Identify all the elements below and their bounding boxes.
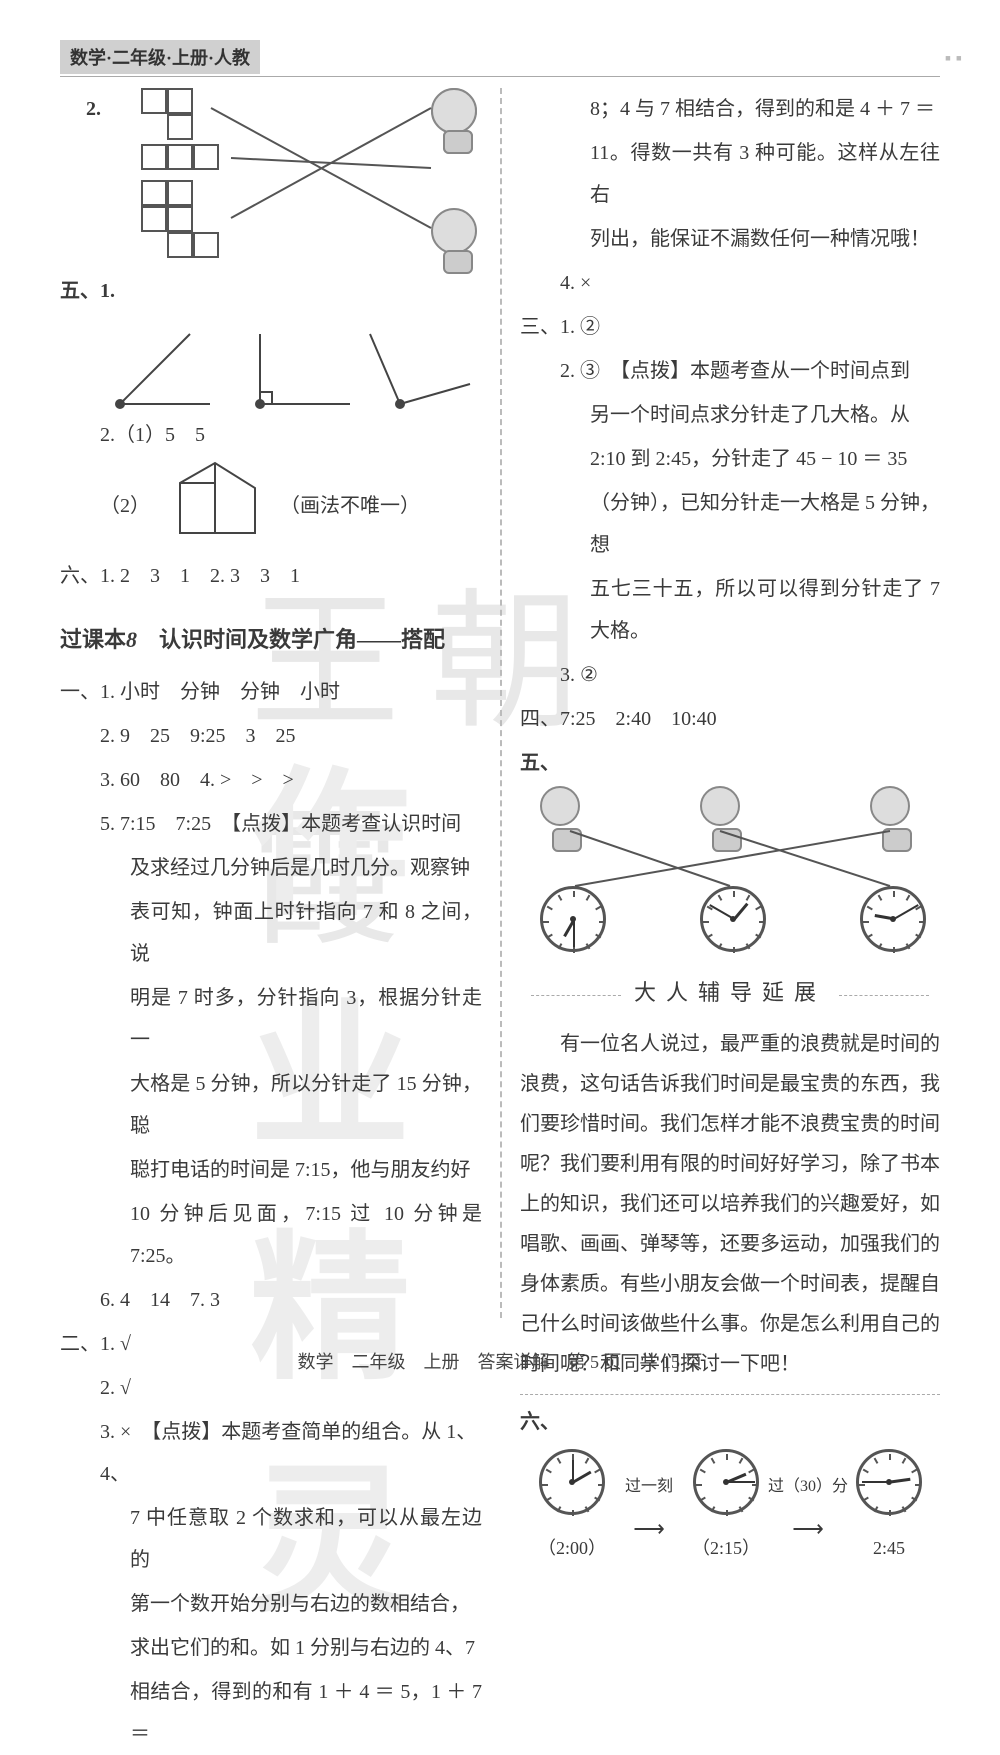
content-columns: 2. [60,88,940,1318]
san-2-line: 2:10 到 2:45，分针走了 45 − 10 ＝ 35 [520,438,940,480]
five-matching-figure [520,786,940,956]
san-1: 三、1. ② [520,306,940,348]
cont-line: 列出，能保证不漏数任何一种情况哦！ [520,218,940,260]
guidance-essay: 有一位名人说过，最严重的浪费就是时间的浪费，这句话告诉我们时间是最宝贵的东西，我… [520,1024,940,1384]
time-label-1: （2:00） [538,1530,606,1568]
time-label-2: （2:15） [692,1530,760,1568]
q2-2-label: （2） [100,485,150,527]
liu-label: 六、 [520,1411,560,1433]
arrow-2-label: 过（30）分 [768,1470,848,1504]
section-6-answers: 六、1. 2 3 1 2. 3 3 1 [60,555,482,597]
left-column: 2. [60,88,500,1318]
clock-icon [693,1449,759,1515]
header-title: 数学·二年级·上册·人教 [60,40,260,74]
page-footer: 数学 二年级 上册 答案详解 第 5 页 共 15 页 [0,1348,1000,1374]
section-5-1-label: 五、1. [60,280,115,302]
q2-label: 2. [86,88,101,130]
yi-5-line: 大格是 5 分钟，所以分针走了 15 分钟，聪 [60,1063,482,1147]
yi-5-line: 及求经过几分钟后是几时几分。观察钟 [60,847,482,889]
clock-sequence: （2:00） 过一刻 ⟶ （2:15） 过（30）分 ⟶ [520,1449,940,1568]
pentagon-figure [160,458,270,553]
yi-5-line: 聪打电话的时间是 7:15，他与朋友约好 [60,1149,482,1191]
corner-decoration: ▪ ▪ [945,48,962,69]
clock-icon [539,1449,605,1515]
yi-2: 2. 9 25 9:25 3 25 [60,715,482,757]
match-lines [131,88,511,268]
yi-5-line: 表可知，钟面上时针指向 7 和 8 之间，说 [60,891,482,975]
san-2-line: （分钟），已知分针走一大格是 5 分钟，想 [520,482,940,566]
yi-3: 3. 60 80 4. > > > [60,759,482,801]
cont-line: 11。得数一共有 3 种可能。这样从左往右 [520,132,940,216]
wu-label: 五、 [520,752,560,774]
er-3-line: 相结合，得到的和有 1 ＋ 4 ＝ 5，1 ＋ 7 ＝ [60,1671,482,1755]
right-column: 8；4 与 7 相结合，得到的和是 4 ＋ 7 ＝ 11。得数一共有 3 种可能… [502,88,940,1318]
match-lines [520,786,940,956]
san-3: 3. ② [520,654,940,696]
si-answers: 四、7:25 2:40 10:40 [520,698,940,740]
er-3-line: 7 中任意取 2 个数求和，可以从最左边的 [60,1497,482,1581]
cont-line: 8；4 与 7 相结合，得到的和是 4 ＋ 7 ＝ [520,88,940,130]
lesson-title: 过课本8 认识时间及数学广角——搭配 [60,617,482,663]
san-2-line: 五七三十五，所以可以得到分针走了 7 大格。 [520,568,940,652]
guidance-banner: 大人辅导延展 [520,970,940,1016]
angles-figure [100,314,480,414]
q2-1-answer: 2.（1）5 5 [60,414,482,456]
san-2-line: 另一个时间点求分针走了几大格。从 [520,394,940,436]
page-header: 数学·二年级·上册·人教 [60,40,940,77]
q4-answer: 4. × [520,262,940,304]
yi-6: 6. 4 14 7. 3 [60,1279,482,1321]
er-3-line: 第一个数开始分别与右边的数相结合， [60,1583,482,1625]
yi-5-line: 明是 7 时多，分针指向 3，根据分针走一 [60,977,482,1061]
clock-icon [856,1449,922,1515]
q2-2-note: （画法不唯一） [280,485,420,527]
matching-figure [131,88,482,268]
arrow-icon: ⟶ [768,1506,848,1552]
er-3-head: 3. × 【点拨】本题考查简单的组合。从 1、4、 [60,1411,482,1495]
time-label-3: 2:45 [856,1530,922,1568]
er-3-line: 求出它们的和。如 1 分别与右边的 4、7 [60,1627,482,1669]
arrow-1-label: 过一刻 [614,1470,684,1504]
yi-1: 一、1. 小时 分钟 分钟 小时 [60,671,482,713]
arrow-icon: ⟶ [614,1506,684,1552]
yi-5-head: 5. 7:15 7:25 【点拨】本题考查认识时间 [60,803,482,845]
san-2-head: 2. ③ 【点拨】本题考查从一个时间点到 [520,350,940,392]
yi-5-line: 10 分钟后见面，7:15 过 10 分钟是 7:25。 [60,1193,482,1277]
